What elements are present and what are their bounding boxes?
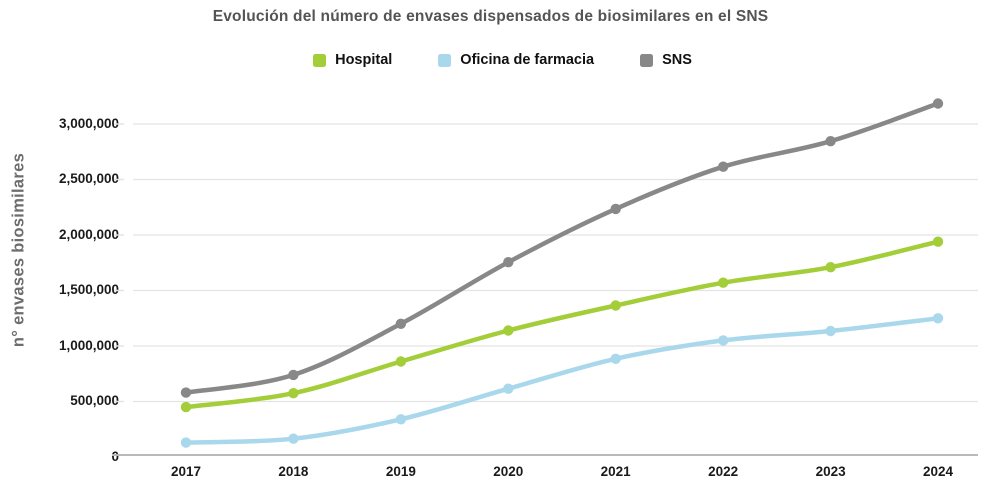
data-point — [180, 437, 192, 448]
data-point — [610, 300, 621, 311]
data-point — [288, 433, 299, 444]
data-point — [395, 414, 407, 425]
data-point — [932, 98, 944, 109]
data-point — [180, 401, 192, 413]
data-point — [825, 262, 836, 273]
data-point — [503, 383, 514, 394]
y-tick-label: 3,000,000 — [58, 116, 119, 131]
legend-label: SNS — [662, 52, 692, 68]
legend-swatch — [313, 53, 327, 67]
legend-item-oficina-de-farmacia: Oficina de farmacia — [438, 52, 594, 68]
series-line-2 — [183, 101, 941, 395]
y-tick-label: 500,000 — [70, 393, 119, 408]
data-point — [503, 257, 514, 268]
y-tick-label: 1,000,000 — [58, 338, 119, 353]
data-point — [503, 325, 514, 336]
data-point — [395, 318, 407, 329]
legend-label: Oficina de farmacia — [460, 52, 595, 68]
data-point — [718, 335, 729, 346]
x-tick-label: 2019 — [385, 464, 416, 479]
legend-label: Hospital — [335, 52, 393, 68]
x-tick-label: 2018 — [278, 464, 309, 479]
data-point — [718, 277, 729, 288]
data-point — [610, 353, 621, 364]
chart-title: Evolución del número de envases dispensa… — [212, 8, 769, 25]
data-point — [395, 356, 407, 367]
y-tick-label: 2,500,000 — [58, 171, 119, 186]
x-tick-label: 2022 — [708, 464, 739, 479]
legend-item-sns: SNS — [640, 52, 692, 68]
data-point — [288, 369, 299, 381]
legend-swatch — [640, 53, 654, 67]
x-tick-label: 2017 — [170, 464, 202, 479]
y-tick-label: 0 — [111, 449, 119, 464]
series-line-1 — [183, 316, 941, 445]
x-tick-label: 2024 — [922, 464, 954, 479]
data-point — [825, 136, 836, 147]
y-tick-label: 1,500,000 — [58, 282, 119, 297]
x-tick-label: 2021 — [600, 464, 631, 479]
data-point — [610, 203, 621, 215]
data-point — [288, 388, 299, 399]
data-point — [825, 325, 836, 337]
legend-item-hospital: Hospital — [313, 52, 392, 68]
series-line-0 — [183, 239, 941, 410]
legend: Hospital Oficina de farmacia SNS — [12, 52, 981, 68]
legend-swatch — [438, 53, 452, 67]
x-tick-label: 2023 — [815, 464, 846, 479]
y-tick-label: 2,000,000 — [58, 227, 119, 242]
data-point — [180, 387, 192, 398]
data-point — [932, 236, 944, 247]
data-point — [932, 313, 944, 324]
data-point — [718, 161, 729, 172]
x-tick-label: 2020 — [493, 464, 524, 479]
